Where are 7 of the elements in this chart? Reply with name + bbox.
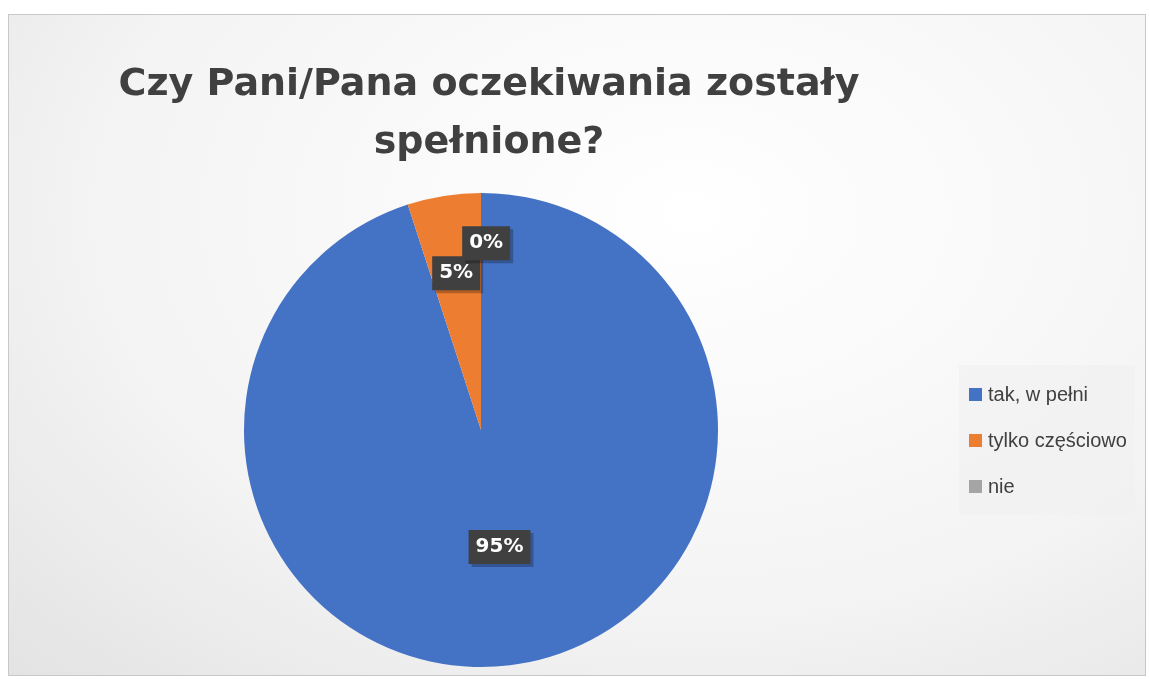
chart-title: Czy Pani/Pana oczekiwania zostały spełnione? [117,59,861,164]
data-label: 5% [439,259,474,284]
legend-label: nie [988,474,1015,498]
text: 0% [469,229,504,254]
data-label: 95% [475,533,524,558]
legend-label: tak, w pełni [988,382,1089,406]
legend-label: tylko częściowo [988,428,1127,452]
